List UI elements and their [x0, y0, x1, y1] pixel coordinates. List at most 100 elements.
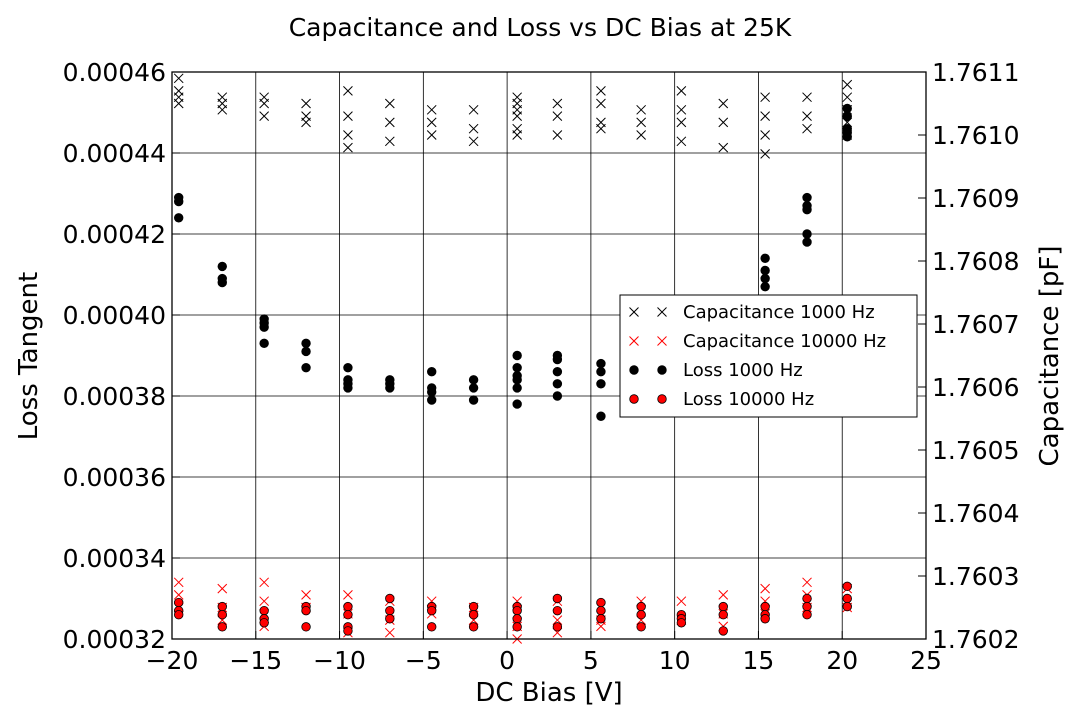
left-tick-label: 0.00034: [63, 544, 166, 573]
data-point-x: [596, 621, 606, 632]
data-point-x: [512, 130, 523, 140]
legend-label: Capacitance 10000 Hz: [683, 331, 886, 352]
left-tick-label: 0.00032: [63, 625, 166, 654]
legend-label: Capacitance 1000 Hz: [683, 302, 875, 323]
data-point-x: [343, 130, 353, 140]
data-point-circle: [802, 229, 812, 239]
data-point-x: [676, 86, 687, 96]
legend-label: Loss 10000 Hz: [683, 389, 814, 410]
data-point-circle: [760, 273, 770, 284]
data-point-circle: [596, 379, 606, 389]
data-point-x: [173, 73, 184, 84]
data-point-circle: [468, 375, 479, 385]
data-point-circle: [676, 618, 687, 628]
data-point-circle: [468, 395, 479, 405]
data-point-circle: [512, 399, 522, 409]
data-point-circle: [552, 391, 563, 401]
data-point-circle: [842, 103, 852, 114]
data-point-x: [802, 123, 812, 134]
data-point-circle: [760, 614, 770, 624]
data-point-circle: [760, 281, 770, 292]
data-point-circle: [301, 605, 311, 616]
data-point-x: [842, 92, 853, 103]
data-point-circle: [760, 253, 770, 263]
data-point-circle: [512, 375, 522, 385]
right-axis-ticks: 1.7602 1.7603 1.7604 1.7605 1.7606 1.7607 1.76…: [918, 58, 1019, 654]
data-point-x: [173, 577, 184, 588]
data-point-circle: [552, 367, 563, 377]
data-point-circle: [217, 277, 227, 288]
legend-marker: [657, 365, 667, 375]
data-point-circle: [842, 111, 852, 122]
data-point-circle: [596, 367, 606, 377]
data-point-x: [760, 130, 771, 140]
data-point-x: [468, 104, 479, 115]
right-tick-label: 1.7611: [932, 58, 1019, 87]
data-point-circle: [842, 132, 852, 142]
data-point-circle: [636, 622, 646, 632]
legend-marker: [657, 394, 667, 404]
data-point-x: [301, 117, 311, 128]
data-point-circle: [427, 395, 437, 405]
data-point-circle: [760, 265, 770, 276]
data-point-circle: [636, 610, 646, 620]
data-point-circle: [512, 614, 522, 624]
data-point-x: [426, 130, 437, 140]
x-tick-label: 5: [583, 646, 599, 675]
data-point-x: [552, 98, 563, 109]
data-point-circle: [596, 411, 606, 421]
data-point-x: [259, 98, 270, 109]
right-tick-label: 1.7604: [932, 499, 1019, 528]
data-point-circle: [718, 626, 728, 636]
left-tick-label: 0.00038: [63, 382, 166, 411]
data-point-circle: [842, 581, 852, 592]
data-point-circle: [802, 204, 812, 215]
data-point-x: [217, 583, 228, 594]
data-point-x: [802, 111, 812, 121]
right-tick-label: 1.7605: [932, 436, 1019, 465]
data-point-circle: [596, 358, 606, 369]
data-point-x: [596, 86, 606, 96]
plot-frame: [171, 71, 927, 640]
right-tick-label: 1.7608: [932, 247, 1019, 276]
x-tick-label: −20: [146, 646, 199, 675]
data-point-circle: [301, 362, 311, 373]
data-point-circle: [174, 610, 184, 620]
data-point-x: [676, 136, 687, 147]
data-point-circle: [802, 601, 812, 612]
data-point-circle: [842, 601, 852, 612]
x-axis-ticks: −20 −15 −10 −5 0 5 10 15 20 25: [146, 631, 942, 675]
data-point-x: [384, 117, 395, 128]
data-point-x: [173, 590, 184, 600]
left-axis-ticks: 0.00032 0.00034 0.00036 0.00038 0.00040 0.000…: [63, 58, 180, 654]
data-point-x: [301, 590, 311, 600]
legend-marker: [629, 394, 639, 404]
data-point-circle: [259, 618, 269, 628]
data-point-circle: [174, 196, 184, 207]
data-point-circle: [343, 626, 353, 636]
x-tick-label: 0: [499, 646, 515, 675]
data-point-circle: [842, 593, 852, 604]
data-point-circle: [385, 593, 395, 604]
data-point-circle: [512, 622, 522, 632]
data-point-x: [718, 590, 729, 600]
legend-marker: [657, 307, 667, 317]
legend: Capacitance 1000 Hz Capacitance 10000 Hz L…: [619, 294, 918, 418]
data-point-x: [173, 98, 184, 109]
data-points: [173, 73, 853, 644]
data-point-circle: [468, 601, 479, 612]
data-point-circle: [217, 622, 227, 632]
data-point-circle: [552, 622, 563, 632]
data-point-x: [384, 627, 395, 638]
data-point-circle: [596, 597, 606, 608]
left-axis-label: Loss Tangent: [14, 272, 44, 440]
data-point-x: [259, 111, 270, 121]
right-tick-label: 1.7609: [932, 184, 1019, 213]
data-point-x: [802, 92, 812, 103]
x-axis-label: DC Bias [V]: [475, 678, 622, 708]
data-point-x: [343, 590, 353, 600]
data-point-x: [301, 98, 311, 109]
data-point-x: [468, 123, 479, 134]
